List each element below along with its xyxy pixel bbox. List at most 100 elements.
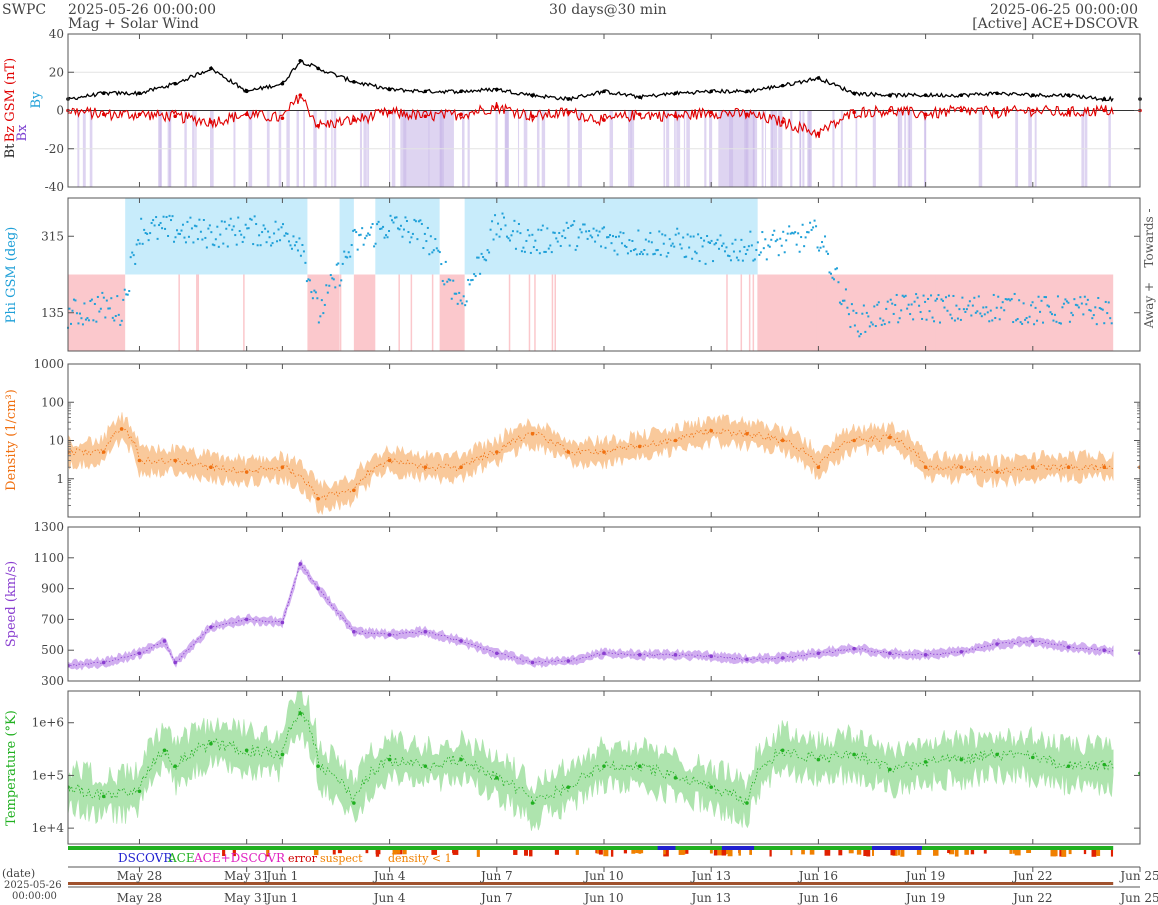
phi-point bbox=[879, 317, 882, 320]
phi-point bbox=[874, 325, 877, 328]
phi-point bbox=[734, 238, 737, 241]
phi-point bbox=[873, 305, 876, 308]
density-point bbox=[137, 458, 142, 463]
bz-point bbox=[173, 114, 177, 119]
phi-point bbox=[940, 298, 943, 301]
temp-point bbox=[673, 776, 678, 780]
phi-point bbox=[982, 306, 985, 309]
bt-point bbox=[352, 80, 356, 84]
sector-away-flicker bbox=[1001, 274, 1004, 351]
phi-point bbox=[637, 229, 640, 232]
phi-point bbox=[489, 228, 492, 231]
phi-point bbox=[140, 217, 143, 220]
phi-point bbox=[546, 227, 549, 230]
phi-point bbox=[697, 233, 700, 236]
sector-away-flicker bbox=[981, 274, 984, 351]
phi-point bbox=[398, 228, 401, 231]
phi-point bbox=[468, 283, 471, 286]
speed-point bbox=[852, 646, 856, 651]
phi-point bbox=[416, 238, 419, 241]
temp-point bbox=[959, 757, 964, 762]
temp-point bbox=[709, 785, 713, 789]
phi-point bbox=[809, 221, 812, 224]
phi-point bbox=[105, 299, 108, 302]
quality-flag bbox=[635, 850, 641, 854]
sector-away-flicker bbox=[1046, 274, 1049, 351]
phi-point bbox=[93, 302, 96, 305]
source-dscovr-bar bbox=[872, 846, 923, 850]
phi-point bbox=[299, 254, 302, 257]
phi-point bbox=[1043, 296, 1046, 299]
phi-point bbox=[753, 258, 756, 261]
phi-point bbox=[650, 241, 653, 244]
phi-point bbox=[147, 239, 150, 242]
phi-point bbox=[798, 250, 801, 253]
phi-point bbox=[226, 245, 229, 248]
phi-point bbox=[72, 298, 75, 301]
phi-point bbox=[388, 230, 391, 233]
density-ytick-label: 10 bbox=[49, 434, 64, 448]
quality-flag bbox=[365, 850, 369, 854]
phi-point bbox=[167, 234, 170, 237]
phi-point bbox=[349, 255, 352, 258]
speed-point bbox=[995, 642, 999, 646]
phi-point bbox=[290, 247, 293, 250]
phi-point bbox=[368, 233, 371, 236]
phi-point bbox=[862, 304, 865, 307]
phi-point bbox=[189, 216, 192, 219]
phi-point bbox=[250, 218, 253, 221]
phi-point bbox=[816, 246, 819, 249]
speed-point bbox=[673, 653, 678, 657]
phi-point bbox=[980, 315, 983, 318]
bz-series bbox=[67, 94, 1114, 139]
phi-point bbox=[1050, 313, 1053, 316]
phi-point bbox=[813, 219, 816, 222]
phi-point bbox=[719, 234, 722, 237]
phi-point bbox=[641, 253, 644, 256]
phi-point bbox=[452, 279, 455, 282]
phi-point bbox=[108, 307, 111, 310]
phi-point bbox=[895, 293, 898, 296]
phi-point bbox=[114, 314, 117, 317]
phi-point bbox=[707, 241, 710, 244]
sector-away-flicker bbox=[398, 274, 400, 351]
density-panel bbox=[68, 412, 1140, 515]
quality-flag bbox=[717, 850, 723, 856]
phi-point bbox=[464, 304, 467, 307]
phi-point bbox=[625, 246, 628, 249]
phi-point bbox=[970, 314, 973, 317]
sector-away-flicker bbox=[196, 274, 198, 351]
bt-point bbox=[244, 89, 249, 94]
phi-point bbox=[1007, 298, 1010, 301]
sector-away-flicker bbox=[1101, 274, 1104, 351]
phi-point bbox=[931, 316, 934, 319]
phi-point bbox=[610, 242, 613, 245]
phi-point bbox=[686, 233, 689, 236]
phi-point bbox=[473, 273, 476, 276]
phi-point bbox=[377, 220, 380, 223]
phi-point bbox=[158, 224, 161, 227]
sector-away-flicker bbox=[178, 274, 180, 351]
quality-flag bbox=[856, 850, 862, 855]
phi-point bbox=[603, 226, 606, 229]
phi-point bbox=[864, 330, 867, 333]
bz-point bbox=[1102, 108, 1107, 113]
bt-point bbox=[316, 66, 320, 71]
phi-point bbox=[119, 323, 122, 326]
phi-point bbox=[370, 226, 373, 229]
bz-point bbox=[852, 110, 856, 115]
phi-point bbox=[818, 249, 821, 252]
phi-point bbox=[152, 219, 155, 222]
phi-point bbox=[432, 249, 435, 252]
away-label: Away + bbox=[1142, 282, 1156, 329]
phi-point bbox=[756, 241, 759, 244]
phi-point bbox=[619, 231, 622, 234]
phi-point bbox=[849, 325, 852, 328]
phi-point bbox=[722, 242, 725, 245]
phi-point bbox=[325, 284, 328, 287]
phi-point bbox=[399, 224, 402, 227]
phi-point bbox=[913, 300, 916, 303]
phi-point bbox=[419, 219, 422, 222]
quality-flag bbox=[452, 850, 459, 855]
end-time: 2025-06-25 00:00:00 bbox=[989, 2, 1138, 18]
